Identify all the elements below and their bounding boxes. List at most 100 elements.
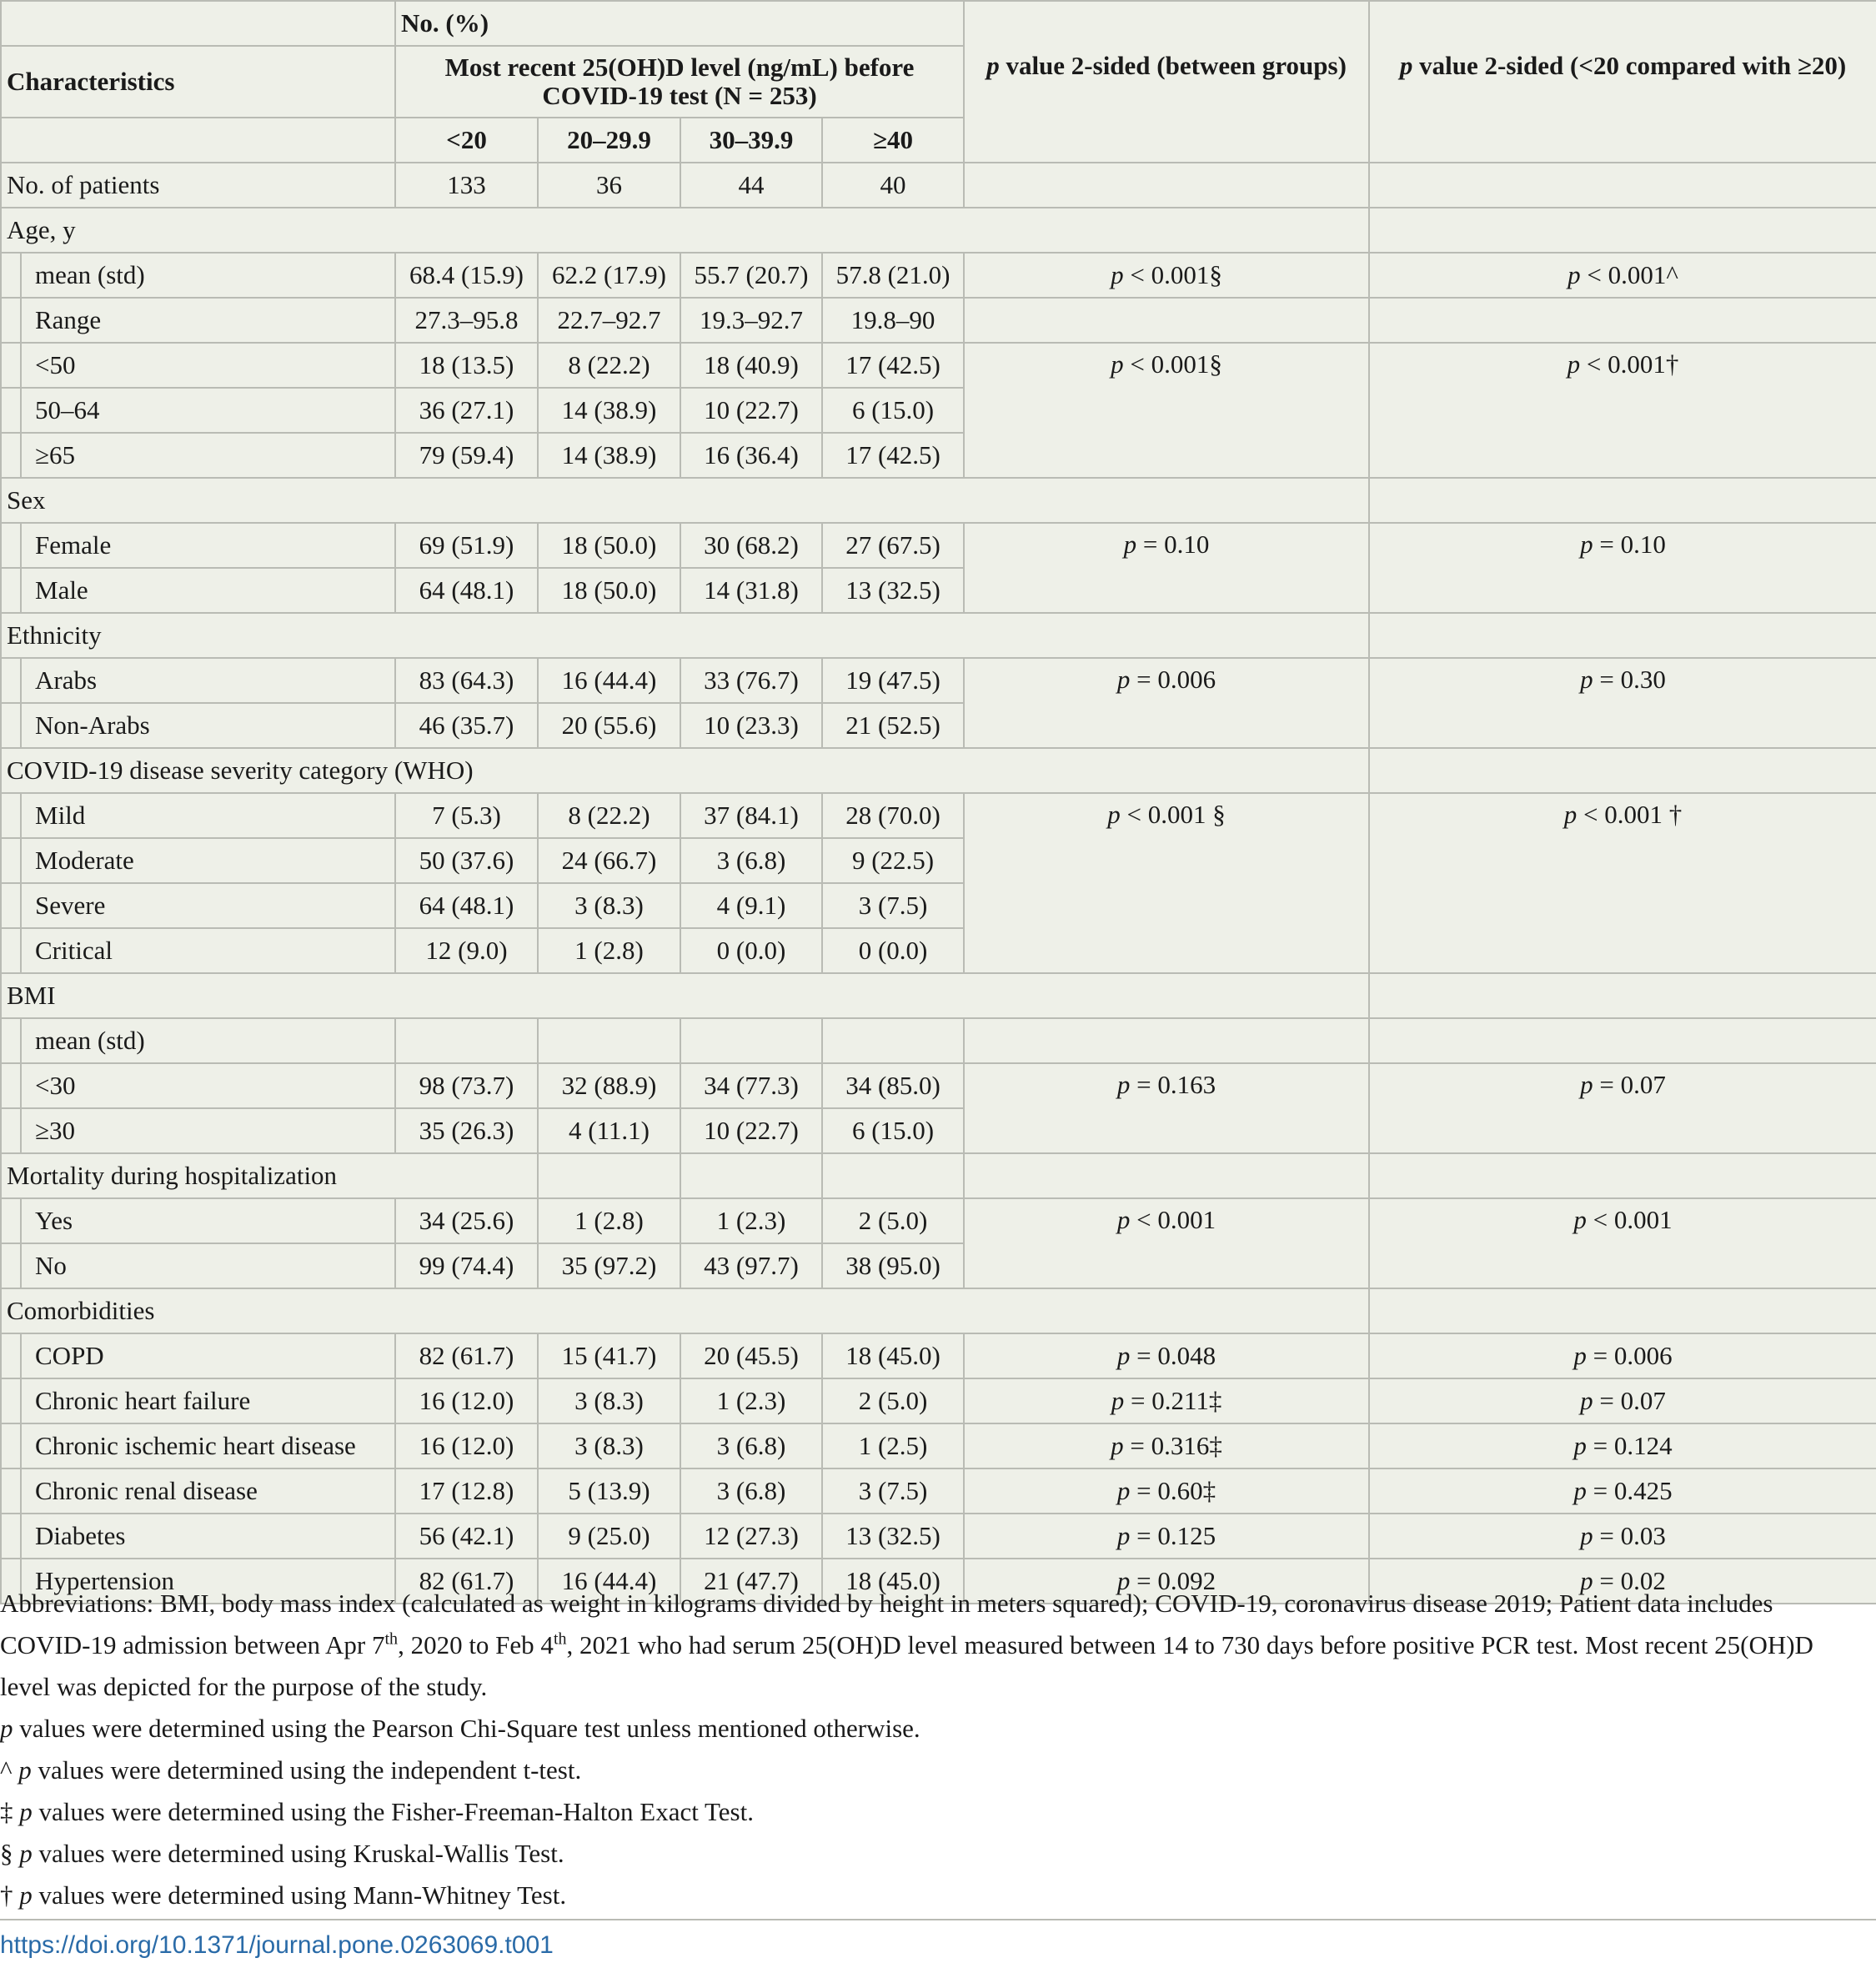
cell-value: 6 (15.0) xyxy=(820,1107,966,1154)
divider xyxy=(0,1919,1876,1920)
cell-value: 20 (45.5) xyxy=(680,1333,823,1379)
section-label: COVID-19 disease severity category (WHO) xyxy=(0,747,1371,794)
cell-value: 38 (95.0) xyxy=(820,1243,966,1289)
row-label: No. of patients xyxy=(0,162,396,208)
table-row: Chronic heart failure 16 (12.0) 3 (8.3) … xyxy=(0,1378,1876,1424)
cell-value: 7 (5.3) xyxy=(394,792,539,839)
cell-value: 9 (25.0) xyxy=(537,1513,681,1559)
footnote-chi-square: p values were determined using the Pears… xyxy=(0,1714,920,1743)
cell-value: 34 (85.0) xyxy=(820,1062,966,1109)
cell-value: 21 (52.5) xyxy=(820,702,966,749)
section-row: COVID-19 disease severity category (WHO) xyxy=(0,747,1876,794)
cell-value: 35 (97.2) xyxy=(537,1243,681,1289)
cell-value: 8 (22.2) xyxy=(537,792,681,839)
cell-value: 22.7–92.7 xyxy=(537,297,681,344)
row-label: Non-Arabs xyxy=(0,702,396,749)
p-value-between: p = 0.163 xyxy=(963,1062,1371,1154)
table-row: ≥65 79 (59.4) 14 (38.9) 16 (36.4) 17 (42… xyxy=(0,432,1876,479)
cell-empty xyxy=(537,1152,681,1199)
header-row-2: Characteristics Most recent 25(OH)D leve… xyxy=(0,45,1876,118)
table-row: Yes 34 (25.6) 1 (2.8) 1 (2.3) 2 (5.0) p … xyxy=(0,1197,1876,1289)
cell-value: 6 (15.0) xyxy=(820,387,966,434)
p-value-between: p = 0.211‡ xyxy=(963,1378,1371,1424)
row-label: No xyxy=(0,1243,396,1289)
p-value-between: p = 0.10 xyxy=(963,522,1371,614)
p-value-lt20: p = 0.124 xyxy=(1368,1423,1876,1469)
row-label: Chronic heart failure xyxy=(0,1378,396,1424)
p-value-lt20: p < 0.001 xyxy=(1368,1197,1876,1289)
cell-value: 69 (51.9) xyxy=(394,522,539,569)
cell-value: 9 (22.5) xyxy=(820,837,966,884)
p-value-between: p = 0.125 xyxy=(963,1513,1371,1559)
cell-empty xyxy=(1368,1152,1876,1199)
table-row: Mild 7 (5.3) 8 (22.2) 37 (84.1) 28 (70.0… xyxy=(0,792,1876,974)
table-row: Severe 64 (48.1) 3 (8.3) 4 (9.1) 3 (7.5) xyxy=(0,882,1876,929)
table-row: Critical 12 (9.0) 1 (2.8) 0 (0.0) 0 (0.0… xyxy=(0,927,1876,974)
p-value-lt20: p = 0.07 xyxy=(1368,1378,1876,1424)
cell-value: 46 (35.7) xyxy=(394,702,539,749)
cell-value: 28 (70.0) xyxy=(820,792,966,839)
row-label: Arabs xyxy=(0,657,396,704)
cell-value: 17 (42.5) xyxy=(820,342,966,389)
cell-empty xyxy=(1368,297,1876,344)
cell-value: 14 (38.9) xyxy=(537,387,681,434)
p-value-lt20: p < 0.001^ xyxy=(1368,252,1876,299)
cell-empty xyxy=(963,1017,1371,1064)
cell-value: 13 (32.5) xyxy=(820,1513,966,1559)
cell-value: 32 (88.9) xyxy=(537,1062,681,1109)
cell-value: 35 (26.3) xyxy=(394,1107,539,1154)
section-label: Ethnicity xyxy=(0,612,1371,659)
p-value-lt20: p = 0.02 xyxy=(1368,1558,1876,1604)
cell-value: 83 (64.3) xyxy=(394,657,539,704)
cell-value: 3 (8.3) xyxy=(537,1423,681,1469)
row-label: Diabetes xyxy=(0,1513,396,1559)
header-no-pct: No. (%) xyxy=(394,0,966,47)
p-value-between: p = 0.316‡ xyxy=(963,1423,1371,1469)
table-row: COPD 82 (61.7) 15 (41.7) 20 (45.5) 18 (4… xyxy=(0,1333,1876,1379)
section-label: Age, y xyxy=(0,207,1371,254)
cell-value: 10 (22.7) xyxy=(680,1107,823,1154)
cell-value: 33 (76.7) xyxy=(680,657,823,704)
cell-value: 0 (0.0) xyxy=(820,927,966,974)
row-label: Mild xyxy=(0,792,396,839)
characteristics-table: No. (%) p value 2-sided (between groups)… xyxy=(0,0,1876,1604)
cell-value: 1 (2.8) xyxy=(537,927,681,974)
row-label: Chronic renal disease xyxy=(0,1468,396,1514)
footnote-kruskal: § p values were determined using Kruskal… xyxy=(0,1839,564,1868)
table-row: Female 69 (51.9) 18 (50.0) 30 (68.2) 27 … xyxy=(0,522,1876,614)
cell-empty xyxy=(1368,207,1876,254)
doi-link[interactable]: https://doi.org/10.1371/journal.pone.026… xyxy=(0,1931,554,1959)
p-value-lt20: p = 0.006 xyxy=(1368,1333,1876,1379)
row-label: mean (std) xyxy=(0,252,396,299)
cell-empty xyxy=(680,1152,823,1199)
row-label: <50 xyxy=(0,342,396,389)
p-value-lt20: p = 0.10 xyxy=(1368,522,1876,614)
cell-value: 34 (25.6) xyxy=(394,1197,539,1244)
p-value-between: p < 0.001§ xyxy=(963,252,1371,299)
cell-value: 18 (50.0) xyxy=(537,567,681,614)
table-row: ≥30 35 (26.3) 4 (11.1) 10 (22.7) 6 (15.0… xyxy=(0,1107,1876,1154)
p-value-between: p = 0.048 xyxy=(963,1333,1371,1379)
cell-empty xyxy=(1368,612,1876,659)
cell-value: 4 (9.1) xyxy=(680,882,823,929)
cell-value: 5 (13.9) xyxy=(537,1468,681,1514)
row-label: Range xyxy=(0,297,396,344)
row-label: Hypertension xyxy=(0,1558,396,1604)
p-value-lt20: p = 0.30 xyxy=(1368,657,1876,749)
header-row-1: No. (%) p value 2-sided (between groups)… xyxy=(0,0,1876,163)
cell-value: 27.3–95.8 xyxy=(394,297,539,344)
cell-value: 36 xyxy=(537,162,681,208)
row-label: Male xyxy=(0,567,396,614)
table-row: <30 98 (73.7) 32 (88.9) 34 (77.3) 34 (85… xyxy=(0,1062,1876,1154)
cell-value: 18 (45.0) xyxy=(820,1558,966,1604)
cell-value: 3 (7.5) xyxy=(820,1468,966,1514)
p-value-lt20: p < 0.001† xyxy=(1368,342,1876,479)
section-row: Age, y xyxy=(0,207,1876,254)
cell-value: 12 (9.0) xyxy=(394,927,539,974)
cell-empty xyxy=(963,297,1371,344)
cell-value: 14 (38.9) xyxy=(537,432,681,479)
table-row: Chronic renal disease 17 (12.8) 5 (13.9)… xyxy=(0,1468,1876,1514)
section-label: Sex xyxy=(0,477,1371,524)
cell-empty xyxy=(537,1017,681,1064)
cell-value: 10 (23.3) xyxy=(680,702,823,749)
